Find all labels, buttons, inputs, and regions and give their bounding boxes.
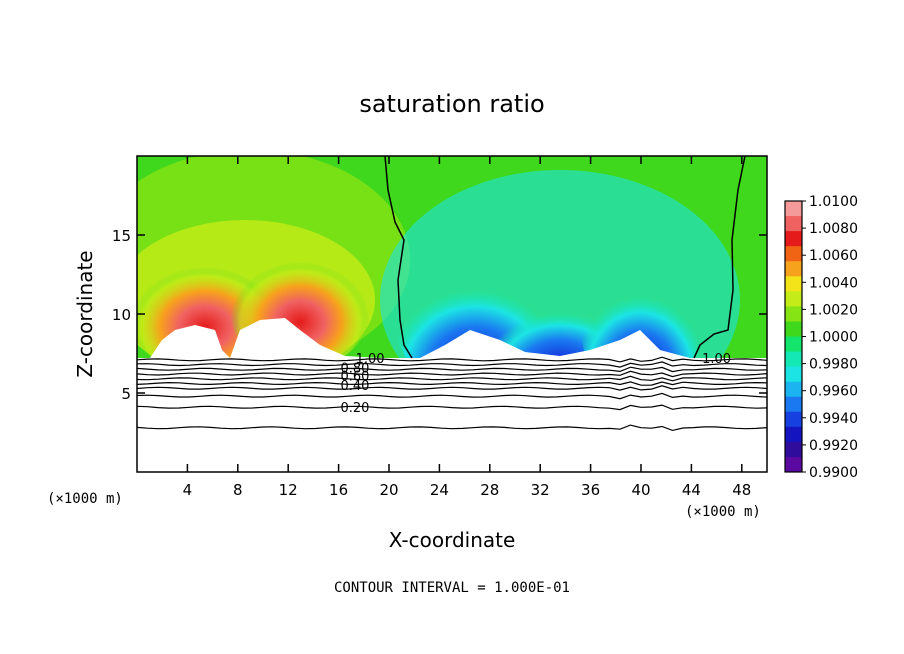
colorbar-swatch [785, 231, 802, 247]
x-tick-label: 24 [430, 481, 449, 499]
colorbar-swatch [785, 351, 802, 368]
contour-line [137, 385, 767, 391]
colorbar-swatch [785, 306, 802, 322]
colorbar-swatch [785, 216, 802, 232]
x-tick-label: 36 [581, 481, 600, 499]
colorbar-swatch [785, 321, 802, 337]
contour-interval-note: CONTOUR INTERVAL = 1.000E-01 [334, 580, 570, 596]
colorbar-label: 1.0100 [809, 194, 858, 210]
contour-label: 0.80 [341, 362, 370, 377]
contour-label: 0.20 [341, 401, 370, 416]
contour-line [137, 375, 767, 382]
colorbar-label: 0.9920 [809, 438, 858, 454]
colorbar-label: 0.9980 [809, 357, 858, 373]
contour-line [137, 356, 767, 363]
y-tick-label: 15 [112, 227, 131, 245]
contour-1-00-left [384, 156, 413, 359]
contour-label: 0.60 [341, 370, 370, 385]
x-tick-label: 4 [183, 481, 193, 499]
plot-area [137, 156, 767, 472]
y-axis-ticks: 5 10 15 [112, 227, 767, 403]
colorbar-label: 1.0060 [809, 248, 858, 264]
contour-lines [137, 356, 767, 432]
colorbar-swatch [785, 366, 802, 383]
contour-line [137, 424, 767, 432]
y-axis-label: Z-coordinate [73, 250, 97, 377]
contour-line [137, 366, 767, 373]
colorbar-swatch [785, 261, 802, 277]
colorbar-swatch [785, 426, 802, 443]
contour-label: 0.40 [341, 379, 370, 394]
x-tick-label: 28 [480, 481, 499, 499]
colorbar-label: 1.0020 [809, 302, 858, 318]
contour-line [137, 370, 767, 378]
contour-line [137, 361, 767, 368]
x-tick-label: 20 [379, 481, 398, 499]
colorbar-swatch [785, 411, 802, 428]
contour-line [137, 392, 767, 400]
colorbar-swatch [785, 201, 802, 217]
colorbar-label: 1.0080 [809, 221, 858, 237]
contour-label: 1.00 [356, 352, 385, 367]
colorbar-swatch [785, 456, 802, 473]
x-tick-label: 32 [531, 481, 550, 499]
colorbar-swatch [785, 246, 802, 262]
colorbar-swatch [785, 336, 802, 353]
colorbar-label: 0.9900 [809, 465, 858, 481]
x-tick-label: 8 [233, 481, 243, 499]
x-unit-label-right: (×1000 m) [685, 504, 761, 520]
colorbar-swatch [785, 276, 802, 292]
colorbar-label: 0.9960 [809, 384, 858, 400]
x-tick-label: 12 [279, 481, 298, 499]
x-tick-label: 16 [329, 481, 348, 499]
colorbar: 1.0100 1.0080 1.0060 1.0040 1.0020 1.0000 0.99… [784, 194, 858, 481]
colorbar-label: 1.0000 [809, 330, 858, 346]
colorbar-label: 1.0040 [809, 275, 858, 291]
chart-title: saturation ratio [359, 90, 544, 118]
contour-labels: 1.000.800.600.400.201.00 [341, 352, 732, 416]
x-unit-label-left: (×1000 m) [47, 491, 123, 507]
contour-line [137, 404, 767, 411]
colorbar-swatch [785, 381, 802, 398]
x-tick-label: 44 [682, 481, 701, 499]
x-tick-label: 48 [732, 481, 751, 499]
below-cloud-region [137, 318, 767, 472]
x-axis-ticks: 4 8 12 16 20 24 28 32 36 40 44 48 [183, 156, 751, 499]
colorbar-label: 0.9940 [809, 411, 858, 427]
y-tick-label: 5 [121, 385, 131, 403]
x-tick-label: 40 [631, 481, 650, 499]
contour-1-00-right [693, 156, 746, 359]
x-axis-label: X-coordinate [389, 528, 516, 552]
colorbar-swatch [785, 441, 802, 458]
colorbar-swatch [785, 291, 802, 307]
contour-label: 1.00 [702, 352, 731, 367]
y-tick-label: 10 [112, 306, 131, 324]
contour-line [137, 381, 767, 386]
colorbar-swatch [785, 396, 802, 413]
